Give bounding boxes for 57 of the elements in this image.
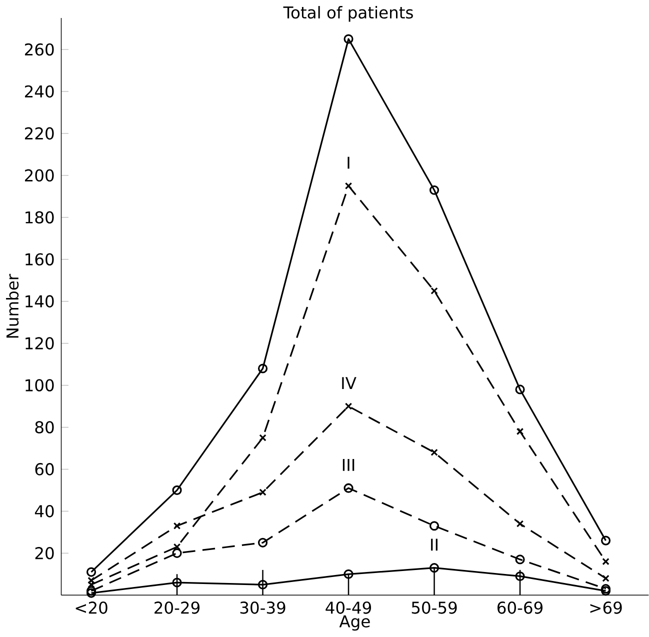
series-label: Total of patients [283, 6, 413, 22]
point [430, 287, 438, 295]
y-tick-label: 40 [34, 505, 54, 518]
x-tick-label: 30-39 [240, 602, 286, 614]
point [172, 486, 182, 496]
y-tick-label: 20 [35, 547, 54, 560]
point [258, 580, 268, 590]
point [344, 34, 354, 44]
y-tick-label: 200 [24, 169, 54, 182]
x-axis-title: Age [339, 616, 370, 631]
point [602, 558, 610, 566]
point [172, 578, 182, 588]
x-tick-label: 40-49 [326, 602, 372, 614]
y-tick-label: 120 [26, 337, 54, 350]
y-tick-label: 140 [26, 295, 54, 308]
y-tick-label: 80 [35, 421, 54, 434]
point [515, 384, 525, 394]
point [86, 567, 96, 578]
point [88, 581, 95, 588]
point [344, 570, 354, 580]
x-tick-label: 20-29 [154, 602, 200, 614]
point [429, 521, 440, 531]
point [259, 488, 266, 496]
point [344, 483, 354, 494]
y-tick-label: 260 [24, 44, 54, 56]
point [600, 536, 611, 546]
x-tick-label: 60-69 [498, 602, 543, 614]
point [515, 554, 525, 564]
point [259, 434, 266, 442]
x-tick-label: <20 [76, 602, 108, 614]
point [258, 538, 268, 548]
point [344, 402, 352, 410]
y-tick-label: 60 [35, 463, 54, 476]
point [516, 520, 524, 528]
y-tick-label: 180 [26, 211, 54, 224]
point [88, 576, 95, 584]
y-axis-title: Number [6, 274, 19, 338]
point [429, 563, 440, 573]
point [515, 572, 525, 582]
point [429, 185, 440, 196]
point [430, 448, 438, 456]
y-tick-label: 160 [26, 253, 54, 266]
series-label: II [431, 538, 438, 551]
y-tick-label: 240 [24, 85, 54, 98]
point [258, 364, 268, 374]
series-label: I [348, 156, 350, 169]
point [602, 574, 610, 582]
series-label: III [342, 459, 354, 472]
x-tick-label: 50-59 [412, 602, 457, 614]
point [344, 182, 352, 190]
series-label: IV [342, 377, 356, 390]
point [516, 428, 524, 436]
point [173, 522, 181, 530]
x-tick-label: >69 [590, 602, 622, 614]
y-tick-label: 220 [24, 127, 54, 140]
y-tick-label: 100 [26, 379, 54, 392]
point [172, 548, 182, 558]
